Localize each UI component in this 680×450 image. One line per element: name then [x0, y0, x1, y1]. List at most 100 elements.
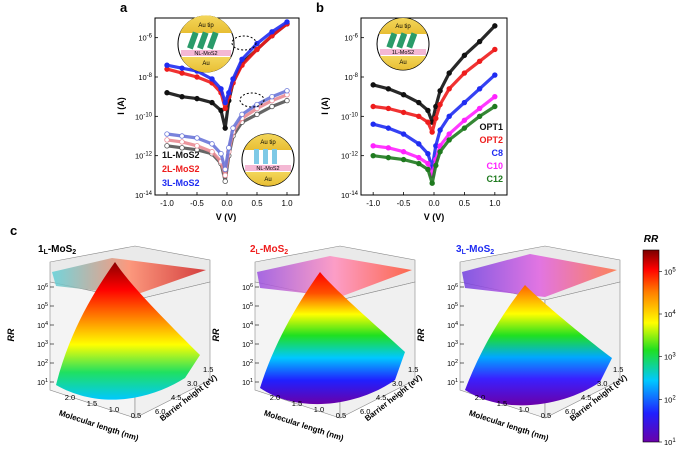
data-point [461, 70, 468, 76]
z-tick-label: 105 [37, 302, 48, 311]
z-axis-label: RR [211, 328, 221, 341]
x-tick-label: -0.5 [397, 199, 411, 208]
data-point [370, 82, 376, 88]
data-point [269, 103, 275, 110]
panel-b-chart: -1.0 -0.5 0.0 0.5 1.0 10-14 10-12 10-10 10-8 10-6… [320, 17, 508, 222]
data-point [385, 125, 392, 131]
molecule-block [386, 32, 398, 49]
panel-b-series [370, 23, 498, 186]
data-point [416, 160, 422, 167]
molecule-block [187, 31, 199, 50]
inset-layer-label: 1L-MoS2 [392, 50, 414, 56]
y-tick-label: 10-14 [135, 191, 153, 200]
x-tick-label: 1.0 [314, 405, 324, 414]
surface-plot-3l: 3L-MoS2 101 102 103 104 105 106 RR 2.0 1.5 1.0 0.5… [416, 244, 629, 443]
data-point [385, 154, 392, 161]
legend-opt1: OPT1 [479, 122, 503, 132]
data-point [476, 38, 483, 45]
y-tick-label: 3.0 [187, 379, 197, 388]
data-point [446, 86, 452, 92]
surface-title-1l: 1L-MoS2 [38, 244, 76, 256]
y-tick-label: 3.0 [392, 379, 402, 388]
x-tick-label: 0.0 [428, 199, 440, 208]
z-tick-label: 103 [447, 340, 458, 349]
data-point [179, 139, 185, 145]
z-tick-label: 106 [242, 283, 253, 292]
data-point [492, 103, 498, 110]
inset-layer-label: NL-MoS2 [256, 166, 279, 172]
data-point [370, 121, 376, 127]
surface-main-1l [56, 262, 200, 400]
inset-bottom-label: Au [202, 61, 209, 67]
panel-a-inset-c12: Au tip NL-MoS2 Au [241, 133, 295, 187]
data-point [222, 125, 228, 131]
data-point [416, 99, 422, 106]
series-c12 [370, 103, 498, 186]
au-tip-layer [244, 133, 292, 150]
data-point [476, 86, 483, 92]
colorbar-tick-label: 102 [664, 395, 676, 404]
data-point [254, 46, 260, 53]
z-tick-label: 105 [447, 302, 458, 311]
inset-bottom-label: Au [399, 60, 406, 66]
data-point [239, 56, 245, 62]
y-tick-label: 4.5 [581, 393, 591, 402]
molecule-block [406, 32, 418, 49]
z-tick-label: 101 [242, 378, 253, 387]
data-point [179, 70, 185, 76]
molecule-block [197, 31, 209, 50]
inset-tip-label: Au tip [260, 140, 276, 146]
legend-1l: 1L-MoS2 [162, 150, 200, 160]
data-point [461, 125, 468, 131]
panel-label-c: c [10, 223, 17, 238]
data-point [425, 150, 431, 157]
x-tick-label: 1.5 [87, 399, 97, 408]
data-point [209, 76, 215, 82]
data-point [437, 143, 443, 149]
z-tick-label: 105 [242, 302, 253, 311]
surface-top-plateau [52, 258, 206, 295]
panel-a-xlabel: V (V) [216, 212, 237, 222]
data-point [400, 131, 407, 137]
x-tick-label: 0.5 [251, 199, 263, 208]
data-point [492, 23, 498, 29]
panel-c-surfaces: 1L-MoS2 101 102 103 104 105 106 RR 2.0 1.5 1.0 0.5… [6, 234, 676, 447]
data-point [239, 111, 245, 118]
series-3l-mos2-c12 [164, 88, 290, 173]
y-tick-label: 6.0 [155, 407, 165, 416]
y-tick-label: 4.5 [376, 393, 386, 402]
panel-label-a: a [120, 0, 128, 15]
series-line [372, 24, 496, 124]
data-point [230, 125, 236, 131]
legend-3l: 3L-MoS2 [162, 178, 200, 188]
x-tick-label: 0.5 [541, 411, 551, 420]
data-point [222, 166, 228, 173]
data-point [226, 90, 232, 96]
panel-b-inset: Au tip 1L-MoS2 Au [376, 17, 430, 71]
data-point [461, 117, 468, 123]
panel-a-legend: 1L-MoS2 2L-MoS2 3L-MoS2 [162, 150, 200, 188]
data-point [164, 137, 170, 143]
data-point [400, 156, 407, 163]
colorbar-tick-label: 104 [664, 310, 676, 319]
data-point [164, 90, 170, 96]
colorbar-ticks: 105 104 103 102 101 [659, 267, 676, 447]
data-point [209, 141, 215, 147]
data-point [230, 76, 236, 82]
molecule-block [207, 31, 219, 50]
data-point [446, 113, 452, 120]
surface-main-3l [465, 285, 612, 406]
legend-c12: C12 [486, 174, 503, 184]
data-point [400, 109, 407, 116]
z-axis-label: RR [6, 328, 16, 341]
data-point [179, 93, 185, 100]
data-point [437, 149, 443, 155]
y-tick-label: 10-14 [341, 191, 359, 200]
highlight-ellipse [239, 92, 265, 108]
x-tick-label: 0.5 [459, 199, 471, 208]
legend-opt2: OPT2 [479, 135, 503, 145]
z-tick-label: 104 [242, 321, 253, 330]
data-point [254, 40, 260, 47]
data-point [222, 178, 228, 184]
legend-c8: C8 [491, 148, 503, 158]
